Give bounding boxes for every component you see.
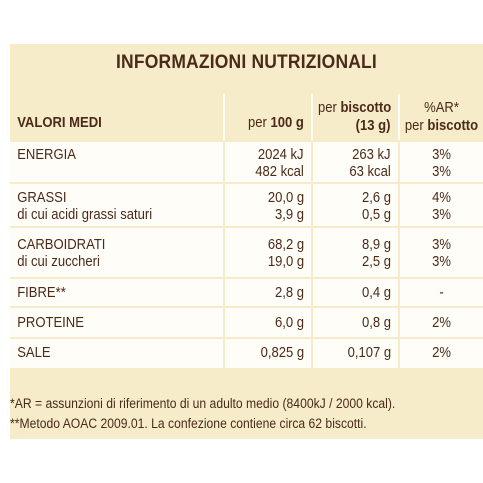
header-col0-text: VALORI MEDI bbox=[17, 115, 102, 131]
header-col2-line1: per biscotto bbox=[318, 100, 398, 116]
ar-line2: 3% bbox=[432, 164, 451, 180]
row-per100: 68,2 g 19,0 g bbox=[225, 228, 311, 277]
header-per-100g: per 100 g bbox=[225, 94, 311, 140]
header-col3-line1: %AR* bbox=[424, 100, 459, 116]
row-perbiscotto: 8,9 g 2,5 g bbox=[313, 228, 398, 277]
header-col3-pre: per bbox=[404, 118, 428, 134]
per100-line1: 68,2 g bbox=[267, 237, 304, 253]
nutrition-table: VALORI MEDI per 100 g per biscotto (13 g… bbox=[10, 94, 483, 368]
header-col2-bold: biscotto bbox=[340, 100, 391, 116]
header-row: VALORI MEDI per 100 g per biscotto (13 g… bbox=[10, 94, 483, 142]
per100-line2: 19,0 g bbox=[267, 254, 304, 270]
row-label: FIBRE** bbox=[10, 279, 223, 306]
row-per100: 0,825 g bbox=[225, 339, 311, 368]
perbiscotto-line1: 8,9 g bbox=[361, 237, 391, 253]
header-col1-pre: per bbox=[247, 115, 271, 131]
row-perbiscotto: 0,8 g bbox=[313, 308, 398, 337]
row-ar: 3% 3% bbox=[400, 228, 483, 277]
perbiscotto-line1: 0,8 g bbox=[361, 315, 391, 331]
ar-line1: 2% bbox=[432, 315, 451, 331]
row-label: SALE bbox=[10, 339, 223, 368]
label-line1: SALE bbox=[17, 345, 51, 361]
ar-line1: - bbox=[439, 285, 444, 301]
row-perbiscotto: 2,6 g 0,5 g bbox=[313, 184, 398, 226]
ar-line1: 3% bbox=[432, 237, 451, 253]
header-divider bbox=[398, 94, 400, 140]
header-col1-bold: 100 g bbox=[270, 115, 304, 131]
per100-line2: 482 kcal bbox=[255, 164, 304, 180]
header-per-biscotto: per biscotto (13 g) bbox=[313, 94, 398, 140]
header-divider bbox=[311, 94, 313, 140]
header-col3-line2: per biscotto bbox=[404, 118, 479, 134]
header-valori-medi: VALORI MEDI bbox=[10, 94, 223, 140]
label-line1: PROTEINE bbox=[17, 315, 84, 331]
ar-line2: 3% bbox=[432, 254, 451, 270]
per100-line2: 3,9 g bbox=[274, 207, 304, 223]
row-per100: 6,0 g bbox=[225, 308, 311, 337]
row-ar: 4% 3% bbox=[400, 184, 483, 226]
footnote-ar: *AR = assunzioni di riferimento di un ad… bbox=[10, 396, 396, 411]
row-label: GRASSI di cui acidi grassi saturi bbox=[10, 184, 223, 226]
row-label: ENERGIA bbox=[10, 142, 223, 182]
label-line1: GRASSI bbox=[17, 190, 67, 206]
row-per100: 2,8 g bbox=[225, 279, 311, 306]
table-row: SALE 0,825 g 0,107 g 2% bbox=[10, 339, 483, 368]
label-line2: di cui zuccheri bbox=[17, 254, 100, 270]
table-row: FIBRE** 2,8 g 0,4 g - bbox=[10, 279, 483, 308]
label-line1: ENERGIA bbox=[17, 147, 76, 163]
row-perbiscotto: 0,4 g bbox=[313, 279, 398, 306]
ar-line2: 3% bbox=[432, 207, 451, 223]
perbiscotto-line1: 0,107 g bbox=[347, 345, 391, 361]
header-col1-text: per 100 g bbox=[248, 115, 311, 131]
row-label: PROTEINE bbox=[10, 308, 223, 337]
row-per100: 20,0 g 3,9 g bbox=[225, 184, 311, 226]
ar-line1: 4% bbox=[432, 190, 451, 206]
per100-line1: 6,0 g bbox=[274, 315, 304, 331]
perbiscotto-line2: 2,5 g bbox=[361, 254, 391, 270]
header-col2-pre: per bbox=[317, 100, 341, 116]
header-ar: %AR* per biscotto bbox=[400, 94, 483, 140]
table-row: CARBOIDRATI di cui zuccheri 68,2 g 19,0 … bbox=[10, 228, 483, 279]
table-row: GRASSI di cui acidi grassi saturi 20,0 g… bbox=[10, 184, 483, 228]
ar-line1: 3% bbox=[432, 147, 451, 163]
row-ar: 2% bbox=[400, 339, 483, 368]
per100-line1: 2,8 g bbox=[274, 285, 304, 301]
perbiscotto-line1: 0,4 g bbox=[361, 285, 391, 301]
row-ar: - bbox=[400, 279, 483, 306]
perbiscotto-line1: 263 kJ bbox=[352, 147, 391, 163]
per100-line1: 2024 kJ bbox=[258, 147, 304, 163]
row-perbiscotto: 263 kJ 63 kcal bbox=[313, 142, 398, 182]
row-ar: 2% bbox=[400, 308, 483, 337]
perbiscotto-line1: 2,6 g bbox=[361, 190, 391, 206]
footnote-metodo: **Metodo AOAC 2009.01. La confezione con… bbox=[10, 416, 367, 431]
header-divider bbox=[223, 94, 225, 140]
table-row: PROTEINE 6,0 g 0,8 g 2% bbox=[10, 308, 483, 339]
ar-line1: 2% bbox=[432, 345, 451, 361]
row-perbiscotto: 0,107 g bbox=[313, 339, 398, 368]
label-line2: di cui acidi grassi saturi bbox=[17, 207, 153, 223]
perbiscotto-line2: 0,5 g bbox=[361, 207, 391, 223]
per100-line1: 0,825 g bbox=[260, 345, 304, 361]
perbiscotto-line2: 63 kcal bbox=[349, 164, 391, 180]
per100-line1: 20,0 g bbox=[267, 190, 304, 206]
table-row: ENERGIA 2024 kJ 482 kcal 263 kJ 63 kcal … bbox=[10, 142, 483, 184]
row-ar: 3% 3% bbox=[400, 142, 483, 182]
header-col2-line2: (13 g) bbox=[355, 118, 391, 134]
table-title: INFORMAZIONI NUTRIZIONALI bbox=[116, 52, 377, 73]
label-line1: FIBRE** bbox=[17, 285, 66, 301]
header-col3-bold: biscotto bbox=[427, 118, 479, 134]
row-per100: 2024 kJ 482 kcal bbox=[225, 142, 311, 182]
label-line1: CARBOIDRATI bbox=[17, 237, 106, 253]
row-label: CARBOIDRATI di cui zuccheri bbox=[10, 228, 223, 277]
